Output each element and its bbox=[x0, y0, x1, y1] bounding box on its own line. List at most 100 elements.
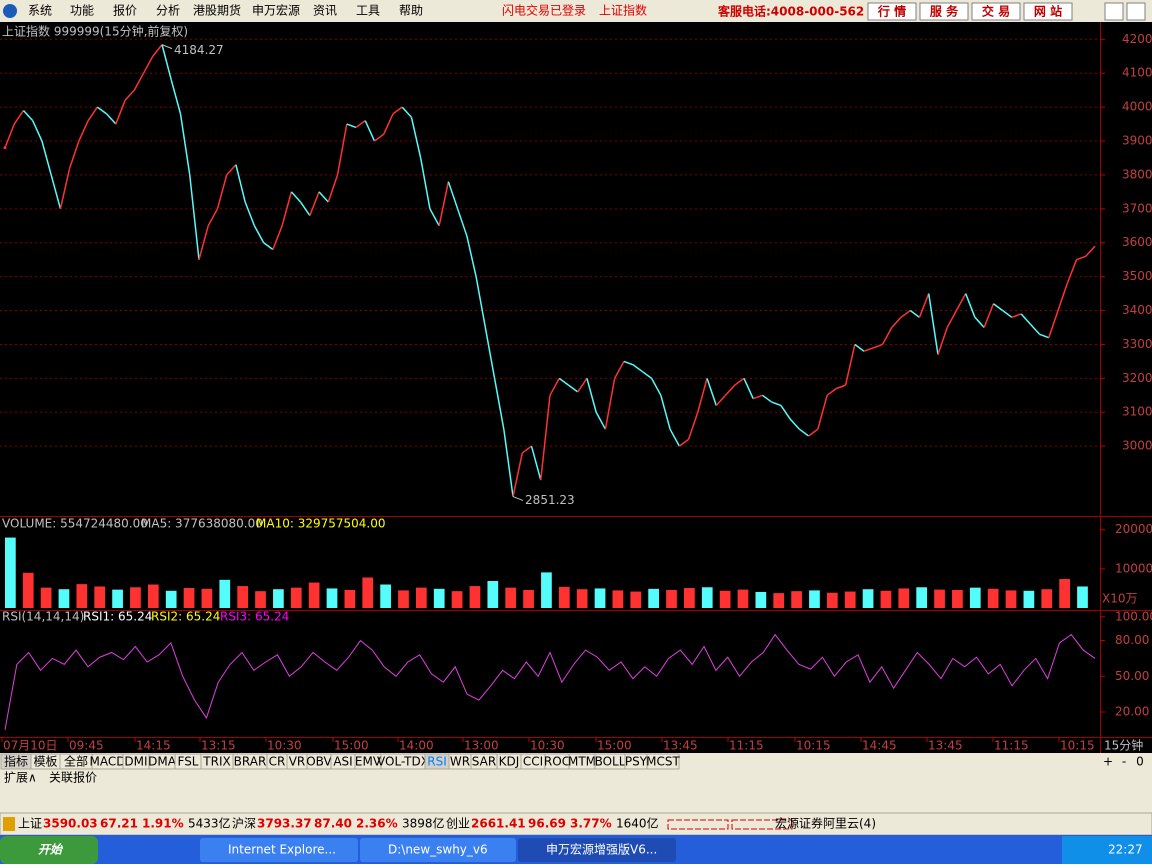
start-button[interactable] bbox=[0, 836, 98, 864]
start-label[interactable]: 开始 bbox=[38, 843, 64, 857]
tab-label[interactable]: 指标 bbox=[4, 754, 28, 769]
task-item[interactable] bbox=[360, 838, 516, 862]
tab-label[interactable]: MACD bbox=[90, 755, 126, 769]
chart-area bbox=[0, 22, 1152, 753]
menu-item[interactable]: 报价 bbox=[113, 3, 137, 18]
tab-label[interactable]: BRAR bbox=[234, 755, 267, 769]
task-label[interactable]: 申万宏源增强版V6... bbox=[546, 842, 657, 857]
tab-label[interactable]: CCI bbox=[523, 755, 543, 769]
price-segment bbox=[272, 225, 283, 250]
price-segment bbox=[281, 191, 293, 226]
price-segment bbox=[844, 344, 856, 386]
tab-label[interactable]: PSY bbox=[625, 755, 648, 769]
window-button[interactable] bbox=[1104, 2, 1124, 21]
menu-button-label[interactable]: 交 易 bbox=[982, 4, 1010, 19]
time-label: 09:45 bbox=[69, 739, 104, 753]
menu-item[interactable]: 帮助 bbox=[399, 4, 423, 18]
price-segment bbox=[364, 120, 376, 142]
price-segment bbox=[226, 164, 237, 176]
menu-button[interactable] bbox=[919, 2, 969, 21]
y-tick-label: 20000 bbox=[1115, 522, 1152, 536]
price-segment bbox=[586, 378, 597, 413]
tab-label[interactable]: KDJ bbox=[499, 755, 520, 769]
tab-label[interactable]: BOLL bbox=[595, 755, 626, 769]
annotation-arrow bbox=[512, 496, 524, 502]
tab-label[interactable]: VR bbox=[289, 755, 306, 769]
price-segment bbox=[780, 405, 791, 420]
time-label: 13:45 bbox=[928, 739, 963, 753]
volume-bar bbox=[326, 588, 338, 608]
tab-label[interactable]: ASI bbox=[333, 755, 352, 769]
tab-label[interactable]: ROC bbox=[544, 755, 570, 769]
menu-item[interactable]: 港股期货 bbox=[193, 3, 241, 18]
menu-button-label[interactable]: 网 站 bbox=[1034, 4, 1062, 19]
ticker-price: 3793.37 bbox=[257, 817, 312, 831]
price-segment bbox=[207, 208, 219, 227]
time-label: 13:00 bbox=[464, 739, 499, 753]
price-segment bbox=[595, 411, 607, 430]
tab-label[interactable]: WR bbox=[450, 755, 470, 769]
menu-item[interactable]: 功能 bbox=[70, 4, 94, 18]
volume-bar bbox=[1023, 590, 1035, 608]
volume-bar bbox=[398, 590, 409, 608]
price-segment bbox=[318, 191, 329, 203]
volume-bar bbox=[987, 588, 999, 608]
menu-item[interactable]: 工具 bbox=[356, 4, 380, 18]
tab-label[interactable]: 模板 bbox=[33, 755, 57, 769]
price-segment bbox=[244, 201, 256, 227]
menu-button-label[interactable]: 行 情 bbox=[877, 4, 906, 19]
menu-button[interactable] bbox=[867, 2, 917, 21]
tab-control[interactable]: + bbox=[1103, 755, 1113, 769]
menu-item[interactable]: 资讯 bbox=[313, 4, 337, 18]
task-label[interactable]: Internet Explore... bbox=[228, 843, 336, 857]
price-segment bbox=[152, 44, 163, 57]
panel-legend: MA10: 329757504.00 bbox=[256, 517, 386, 531]
task-item[interactable] bbox=[200, 838, 358, 862]
volume-bar bbox=[165, 590, 177, 608]
tab-label[interactable]: MCST bbox=[646, 755, 680, 769]
clock: 22:27 bbox=[1108, 843, 1143, 857]
volume-bar bbox=[255, 591, 266, 608]
price-segment bbox=[530, 445, 542, 481]
y-tick-label: 3900 bbox=[1122, 134, 1152, 148]
price-segment bbox=[263, 242, 274, 251]
price-segment bbox=[503, 429, 514, 497]
tab[interactable] bbox=[646, 753, 680, 770]
menu-button-label[interactable]: 服 务 bbox=[930, 4, 959, 19]
menu-button[interactable] bbox=[1023, 2, 1073, 21]
sub-tab[interactable]: 关联报价 bbox=[49, 770, 97, 785]
sub-tab[interactable]: 扩展∧ bbox=[4, 771, 37, 785]
tab-label[interactable]: CR bbox=[269, 755, 286, 769]
tab-control[interactable]: 0 bbox=[1136, 755, 1144, 769]
tab-label[interactable]: VOL-TDX bbox=[377, 755, 429, 769]
rsi-line bbox=[4, 633, 1096, 730]
tab-control[interactable]: - bbox=[1122, 755, 1126, 769]
tab-label[interactable]: EMV bbox=[355, 755, 382, 769]
period-label: 15分钟 bbox=[1104, 738, 1143, 753]
volume-bar bbox=[969, 587, 981, 608]
tab-label[interactable]: SAR bbox=[472, 755, 496, 769]
tab-label[interactable]: DMA bbox=[148, 755, 177, 769]
tab-label[interactable]: 全部 bbox=[64, 754, 88, 769]
volume-bar bbox=[862, 589, 874, 608]
volume-bar bbox=[1077, 586, 1088, 608]
tab-label[interactable]: OBV bbox=[306, 755, 332, 769]
menu-item[interactable]: 申万宏源 bbox=[252, 3, 300, 18]
window-button[interactable] bbox=[1126, 2, 1146, 21]
menu-item[interactable]: 系统 bbox=[28, 4, 52, 18]
menu-button[interactable] bbox=[971, 2, 1021, 21]
ticker-change: 67.21 bbox=[100, 817, 138, 831]
task-label[interactable]: D:\new_swhy_v6 bbox=[388, 843, 488, 857]
volume-bar bbox=[737, 589, 749, 608]
volume-bar bbox=[362, 577, 374, 608]
tab-label[interactable]: RSI bbox=[427, 755, 447, 769]
tab-label[interactable]: MTM bbox=[568, 755, 596, 769]
tab-label[interactable]: FSL bbox=[178, 755, 199, 769]
tab-label[interactable]: DMI bbox=[124, 755, 147, 769]
price-segment bbox=[614, 361, 625, 379]
task-item[interactable] bbox=[518, 838, 676, 862]
panel-legend: MA5: 377638080.00 bbox=[141, 517, 263, 531]
tab-label[interactable]: TRIX bbox=[202, 755, 230, 769]
menu-item[interactable]: 分析 bbox=[156, 4, 180, 18]
